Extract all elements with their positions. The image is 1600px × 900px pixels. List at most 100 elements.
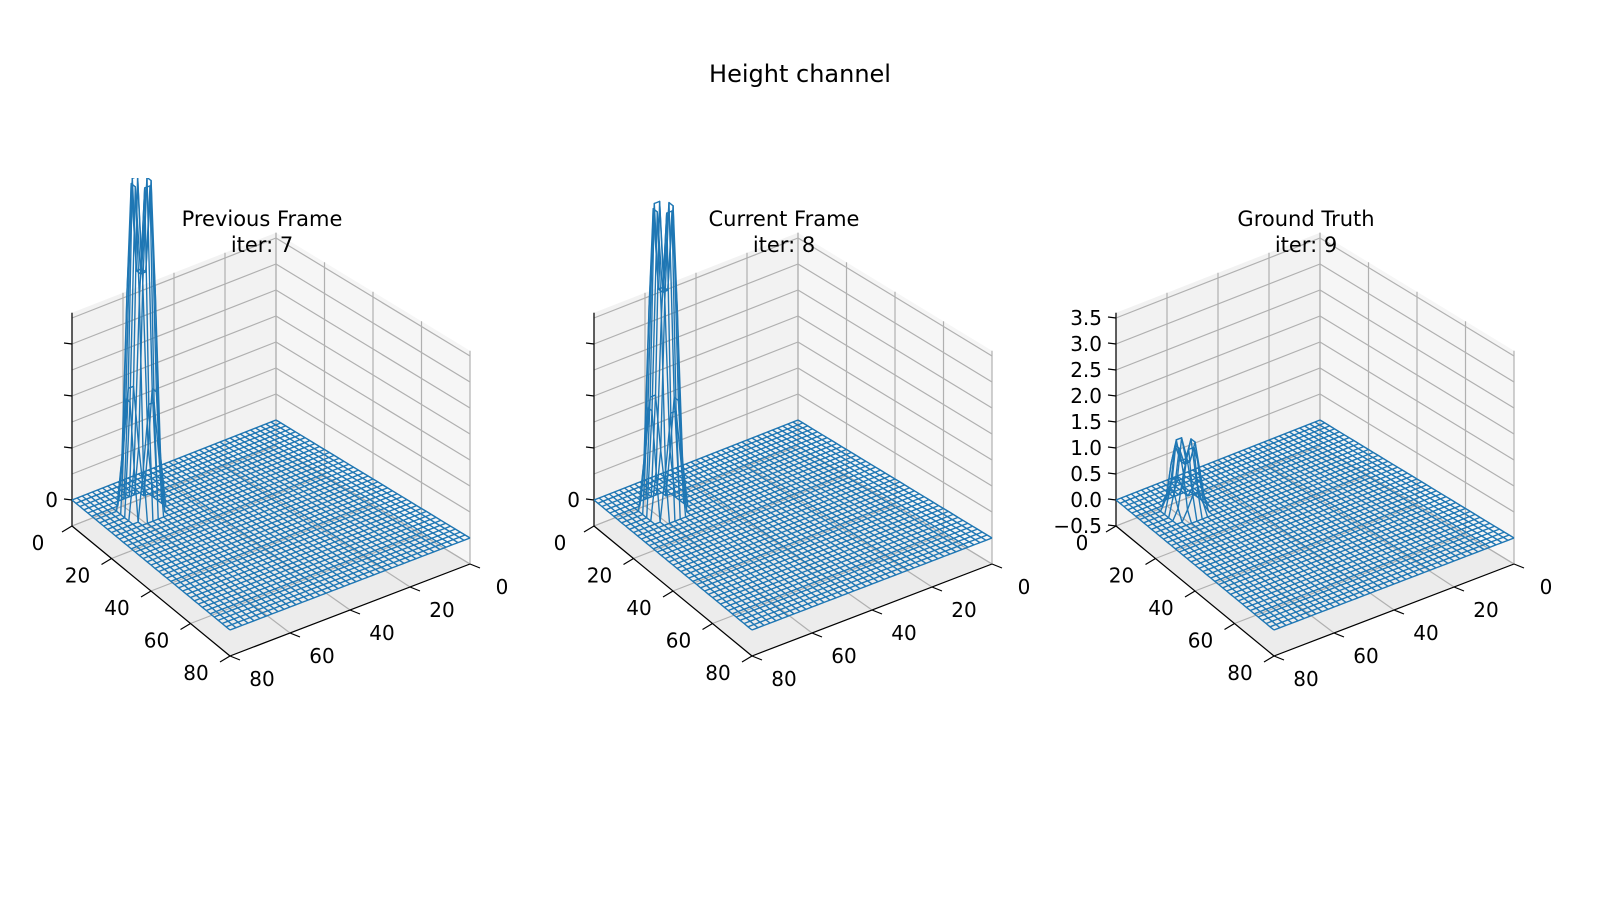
wire-line (772, 429, 963, 551)
grid-line (797, 341, 993, 461)
grid-line (275, 237, 471, 357)
z-tick-label: −0.5 (1053, 514, 1102, 538)
z-tick-label: 0 (45, 488, 58, 512)
wire-line (705, 455, 885, 580)
x-tick-mark (623, 557, 634, 566)
z-tick-mark (1107, 420, 1117, 423)
wire-line (162, 487, 388, 576)
y-tick-mark (409, 586, 421, 592)
grid-line (593, 341, 799, 423)
wire-line (204, 447, 387, 571)
wire-line (1217, 459, 1395, 585)
wire-line (188, 453, 369, 578)
wire-line (1206, 487, 1432, 576)
grid-line (275, 315, 471, 435)
wire-line (704, 501, 935, 592)
wire-line (166, 490, 393, 579)
wire-line (183, 455, 363, 580)
grid-line (797, 393, 993, 513)
grid-line (797, 289, 993, 409)
wire-line (1269, 534, 1510, 628)
grid-line (593, 393, 799, 475)
x-tick-label: 0 (32, 531, 45, 555)
wire-line (221, 531, 461, 625)
y-tick-mark (1273, 655, 1285, 661)
y-tick-mark (1453, 586, 1465, 592)
wire-line (1254, 522, 1491, 615)
wire-line (777, 427, 969, 548)
wire-line (695, 459, 873, 585)
wire-line (1257, 525, 1495, 618)
wire-line (1250, 519, 1486, 612)
z-tick-mark (63, 446, 73, 449)
wire-line (1238, 510, 1471, 602)
wire-line (214, 443, 399, 567)
wire-line (239, 433, 429, 555)
wire-line (1222, 457, 1401, 583)
wire-line (209, 445, 393, 569)
grid-line (275, 393, 471, 513)
wire-line (199, 449, 381, 574)
grid-line (1115, 263, 1321, 345)
z-tick-mark (1107, 498, 1117, 501)
wire-line (229, 537, 471, 631)
grid-line (1319, 289, 1515, 409)
wire-line (756, 435, 945, 557)
y-tick-mark (871, 609, 883, 615)
wire-line (224, 439, 411, 562)
z-tick-mark (1107, 446, 1117, 449)
wire-line (716, 451, 897, 576)
wireframe-surface (593, 200, 993, 631)
wire-line (1265, 531, 1505, 625)
wire-line (1263, 441, 1449, 564)
z-tick-mark (585, 498, 595, 501)
z-tick-mark (585, 342, 595, 345)
wire-line (275, 419, 471, 539)
subplot-iter-label: iter: 7 (231, 233, 293, 257)
x-tick-mark (583, 525, 595, 533)
grid-line (1319, 341, 1515, 461)
wire-line (174, 496, 403, 586)
wire-line (194, 451, 375, 576)
grid-line (1319, 315, 1515, 435)
grid-line (797, 367, 993, 487)
wire-line (255, 427, 447, 548)
wireframe-surface (71, 178, 471, 631)
subplot-title: Current Frame (709, 207, 860, 231)
wire-line (178, 457, 357, 583)
x-tick-mark (1145, 557, 1156, 566)
x-tick-mark (741, 655, 753, 663)
x-tick-label: 0 (1076, 531, 1089, 555)
grid-line (797, 315, 993, 435)
grid-line (1319, 367, 1515, 487)
wire-line (1319, 419, 1515, 539)
grid-line (275, 263, 471, 383)
wire-line (721, 449, 903, 574)
grid-line (797, 263, 993, 383)
y-tick-label: 60 (1353, 644, 1378, 668)
wire-line (1222, 498, 1452, 589)
z-tick-mark (1107, 342, 1117, 345)
x-tick-label: 40 (626, 596, 651, 620)
y-tick-label: 60 (309, 644, 334, 668)
x-tick-mark (61, 525, 73, 533)
wire-line (792, 421, 987, 541)
grid-line (1115, 237, 1321, 319)
wire-line (229, 437, 417, 560)
wire-line (688, 490, 915, 579)
wire-line (676, 481, 901, 569)
wire-line (710, 453, 891, 578)
grid-line (593, 445, 799, 527)
wire-line (206, 519, 442, 612)
x-tick-label: 40 (1148, 596, 1173, 620)
wire-line (1198, 481, 1423, 569)
wire-line (1253, 445, 1437, 569)
grid-line (1319, 263, 1515, 383)
wire-line (219, 441, 405, 564)
wire-line (270, 421, 465, 541)
wire-line (182, 501, 413, 592)
grid-line (1115, 289, 1321, 371)
grid-line (71, 289, 277, 371)
